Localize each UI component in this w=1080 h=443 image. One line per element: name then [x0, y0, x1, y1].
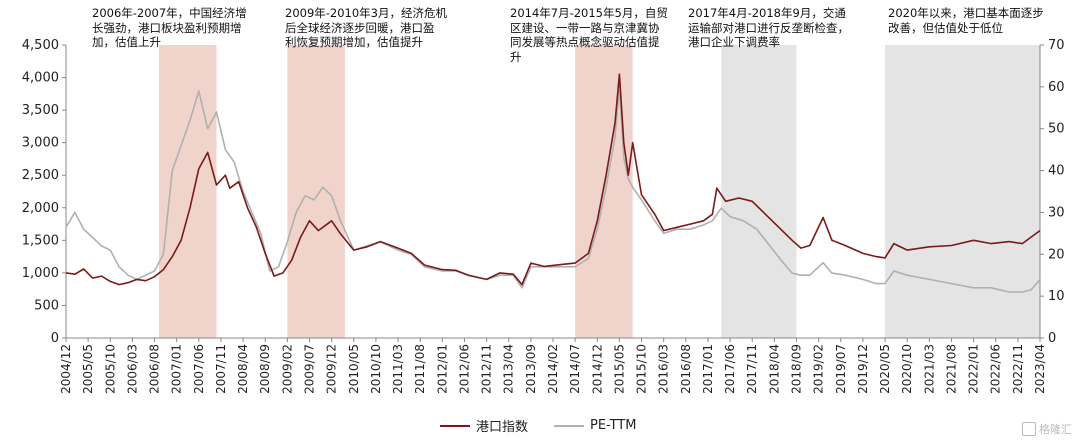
- shaded-period-5: [885, 45, 1040, 338]
- x-axis-tick-label: 2006/08: [148, 344, 162, 394]
- axes: [62, 44, 1044, 342]
- left-axis-tick-label: 1,500: [22, 233, 59, 248]
- annotation-1: 2006年-2007年，中国经济增 长强劲，港口板块盈利预期增 加，估值上升: [92, 6, 247, 49]
- x-axis-tick-label: 2008/09: [258, 344, 272, 394]
- tick-labels: 05001,0001,5002,0002,5003,0003,5004,0004…: [22, 38, 1065, 394]
- x-axis-tick-label: 2016/03: [657, 344, 671, 394]
- x-axis-tick-label: 2014/12: [590, 344, 604, 394]
- legend: 港口指数 PE-TTM: [440, 416, 636, 435]
- x-axis-tick-label: 2011/03: [391, 344, 405, 394]
- series-line-port-index: [65, 73, 1041, 286]
- x-axis-tick-label: 2010/10: [369, 344, 383, 394]
- x-axis-tick-label: 2021/03: [922, 344, 936, 394]
- x-axis-tick-label: 2017/01: [701, 344, 715, 394]
- watermark-text: 格隆汇: [1039, 423, 1072, 436]
- right-axis-tick-label: 10: [1048, 289, 1065, 304]
- legend-item-pe: PE-TTM: [554, 416, 636, 435]
- left-axis-tick-label: 3,500: [22, 103, 59, 118]
- left-axis-tick-label: 2,000: [22, 201, 59, 216]
- x-axis-tick-label: 2017/11: [745, 344, 759, 394]
- x-axis-tick-label: 2012/01: [435, 344, 449, 394]
- shaded-period-3: [575, 45, 633, 338]
- x-axis-tick-label: 2019/07: [834, 344, 848, 394]
- shaded-period-4: [721, 45, 797, 338]
- x-axis-tick-label: 2007/01: [170, 344, 184, 394]
- legend-label-pe: PE-TTM: [590, 418, 637, 433]
- right-axis-tick-label: 0: [1048, 331, 1056, 346]
- shaded-period-2: [287, 45, 345, 338]
- x-axis-tick-label: 2013/04: [502, 344, 516, 394]
- x-axis-tick-label: 2023/04: [1033, 344, 1047, 394]
- x-axis-tick-label: 2004/12: [59, 344, 73, 394]
- left-axis-tick-label: 3,000: [22, 136, 59, 151]
- x-axis-tick-label: 2005/05: [81, 344, 95, 394]
- left-axis-tick-label: 0: [51, 331, 59, 346]
- series-line-pe-ttm: [65, 86, 1041, 293]
- x-axis-tick-label: 2006/03: [125, 344, 139, 394]
- x-axis-tick-label: 2009/12: [325, 344, 339, 394]
- legend-swatch-index: [440, 424, 470, 427]
- x-axis-tick-label: 2012/06: [457, 344, 471, 394]
- x-axis-tick-label: 2017/06: [723, 344, 737, 394]
- right-axis-tick-label: 20: [1048, 247, 1065, 262]
- x-axis-tick-label: 2020/05: [878, 344, 892, 394]
- right-axis-tick-label: 50: [1048, 122, 1065, 137]
- x-axis-tick-label: 2019/12: [856, 344, 870, 394]
- x-axis-tick-label: 2007/06: [192, 344, 206, 394]
- x-axis-tick-label: 2014/02: [546, 344, 560, 394]
- right-axis-tick-label: 70: [1048, 38, 1065, 53]
- x-axis-tick-label: 2015/05: [612, 344, 626, 394]
- annotation-4: 2017年4月-2018年9月，交通 运输部对港口进行反垄断检查， 港口企业下调…: [688, 6, 849, 49]
- annotation-3: 2014年7月-2015年5月，自贸 区建设、一带一路与京津冀协 同发展等热点概…: [510, 6, 668, 64]
- left-axis-tick-label: 4,500: [22, 38, 59, 53]
- x-axis-tick-label: 2016/08: [679, 344, 693, 394]
- right-axis-tick-label: 60: [1048, 80, 1065, 95]
- x-axis-tick-label: 2010/05: [347, 344, 361, 394]
- x-axis-tick-label: 2018/09: [790, 344, 804, 394]
- x-axis-tick-label: 2019/02: [812, 344, 826, 394]
- x-axis-tick-label: 2005/10: [103, 344, 117, 394]
- left-axis-tick-label: 500: [34, 298, 59, 313]
- x-axis-tick-label: 2015/10: [635, 344, 649, 394]
- annotation-2: 2009年-2010年3月，经济危机 后全球经济逐步回暖，港口盈 利恢复预期增加…: [285, 6, 447, 49]
- watermark-logo-icon: [1022, 422, 1036, 436]
- legend-label-index: 港口指数: [476, 420, 529, 435]
- legend-item-index: 港口指数: [440, 416, 528, 435]
- x-axis-tick-label: 2007/11: [214, 344, 228, 394]
- x-axis-tick-label: 2012/11: [480, 344, 494, 394]
- legend-swatch-pe: [554, 424, 585, 427]
- x-axis-tick-label: 2022/01: [967, 344, 981, 394]
- right-axis-tick-label: 30: [1048, 205, 1065, 220]
- x-axis-tick-label: 2022/11: [1011, 344, 1025, 394]
- shaded-period-1: [158, 45, 217, 338]
- watermark: 格隆汇: [1022, 421, 1072, 437]
- x-axis-tick-label: 2009/02: [280, 344, 294, 394]
- left-axis-tick-label: 2,500: [22, 168, 59, 183]
- right-axis-tick-label: 40: [1048, 164, 1065, 179]
- x-axis-tick-label: 2014/07: [568, 344, 582, 394]
- annotation-5: 2020年以来，港口基本面逐步 改善，但估值处于低位: [888, 6, 1044, 35]
- x-axis-tick-label: 2020/10: [900, 344, 914, 394]
- x-axis-tick-label: 2022/06: [989, 344, 1003, 394]
- shaded-periods: [158, 45, 1040, 338]
- x-axis-tick-label: 2008/04: [236, 344, 250, 394]
- left-axis-tick-label: 1,000: [22, 266, 59, 281]
- x-axis-tick-label: 2021/08: [944, 344, 958, 394]
- x-axis-tick-label: 2011/08: [413, 344, 427, 394]
- series-lines: [65, 73, 1041, 293]
- x-axis-tick-label: 2013/09: [524, 344, 538, 394]
- x-axis-tick-label: 2018/04: [767, 344, 781, 394]
- left-axis-tick-label: 4,000: [22, 71, 59, 86]
- x-axis-tick-label: 2009/07: [303, 344, 317, 394]
